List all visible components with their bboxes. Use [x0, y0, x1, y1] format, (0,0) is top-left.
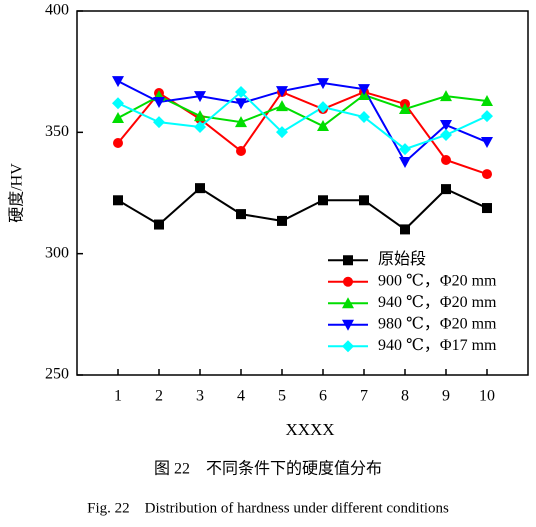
x-tick-label: 5 [278, 388, 286, 405]
marker [154, 219, 164, 230]
caption-cn: 图 22 不同条件下的硬度值分布 [154, 460, 382, 478]
marker [399, 103, 411, 115]
marker [235, 86, 247, 99]
x-tick-label: 4 [237, 388, 245, 405]
x-tick-label: 7 [360, 388, 368, 405]
marker [342, 297, 354, 309]
marker [236, 146, 246, 157]
y-tick-label: 350 [45, 123, 69, 140]
marker [399, 143, 411, 156]
marker [276, 86, 288, 98]
x-tick-label: 10 [479, 388, 495, 405]
marker [481, 95, 493, 107]
y-tick-label: 250 [45, 366, 69, 383]
marker [440, 129, 452, 142]
marker [317, 101, 329, 114]
marker [318, 195, 328, 206]
legend-label: 940 ℃，Φ17 mm [378, 337, 497, 354]
marker [317, 78, 329, 90]
series-line [117, 90, 488, 151]
plot-frame [76, 10, 529, 376]
marker [112, 97, 124, 110]
x-axis-label: XXXX [285, 420, 334, 439]
marker [235, 98, 247, 110]
marker [440, 90, 452, 102]
marker [276, 100, 288, 112]
marker [481, 137, 493, 149]
marker [277, 215, 287, 226]
marker [440, 120, 452, 132]
marker [343, 276, 353, 287]
marker [317, 120, 329, 132]
legend-label: 原始段 [378, 250, 426, 268]
legend-label: 940 ℃，Φ20 mm [378, 294, 497, 311]
y-tick-label: 400 [45, 2, 69, 19]
legend-label: 980 ℃，Φ20 mm [378, 315, 497, 332]
x-tick-label: 2 [155, 388, 163, 405]
marker [342, 340, 354, 353]
legend-label: 900 ℃，Φ20 mm [378, 272, 497, 289]
marker [441, 184, 451, 195]
x-tick-label: 3 [196, 388, 204, 405]
marker [399, 156, 411, 168]
marker [276, 126, 288, 139]
series-line [117, 90, 488, 176]
marker [194, 110, 206, 122]
x-tick-label: 1 [114, 388, 122, 405]
marker [358, 111, 370, 124]
series-line [117, 186, 488, 231]
y-axis-label: 硬度/HV [8, 163, 26, 223]
x-tick-label: 8 [401, 388, 409, 405]
marker [343, 255, 353, 266]
marker [342, 319, 354, 331]
marker [235, 116, 247, 128]
x-tick-label: 6 [319, 388, 327, 405]
marker [236, 209, 246, 220]
marker [112, 112, 124, 124]
marker [195, 183, 205, 194]
marker [400, 224, 410, 235]
x-tick-label: 9 [442, 388, 450, 405]
marker [113, 138, 123, 149]
marker [359, 195, 369, 206]
series-line [117, 93, 488, 128]
marker [113, 195, 123, 206]
marker [153, 116, 165, 129]
y-tick-label: 300 [45, 244, 69, 261]
marker [194, 120, 206, 133]
marker [441, 154, 451, 165]
series-line [117, 80, 488, 164]
marker [482, 203, 492, 214]
marker [358, 84, 370, 96]
marker [481, 110, 493, 123]
marker [482, 169, 492, 180]
marker [112, 76, 124, 88]
marker [153, 97, 165, 108]
marker [194, 91, 206, 103]
caption-en: Fig. 22 Distribution of hardness under d… [87, 500, 449, 516]
